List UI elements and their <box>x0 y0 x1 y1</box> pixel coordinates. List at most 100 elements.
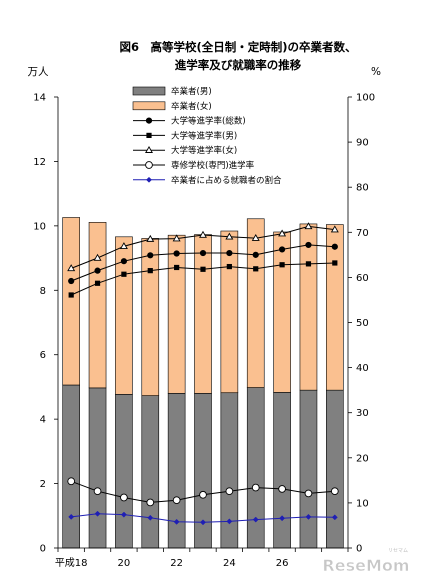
right-tick-label: 70 <box>356 228 369 239</box>
series-point <box>120 511 127 518</box>
left-tick-label: 4 <box>40 415 46 426</box>
left-tick-label: 8 <box>40 286 46 297</box>
series-point <box>173 518 180 525</box>
series-point <box>68 292 74 298</box>
series-point <box>199 490 207 499</box>
bar-male <box>273 392 291 549</box>
legend-marker <box>145 161 153 169</box>
legend-label: 卒業者(女) <box>171 101 212 112</box>
series-point <box>94 267 101 274</box>
left-tick-label: 14 <box>33 93 46 104</box>
watermark-text: ReseMom <box>322 556 409 575</box>
bar-male <box>326 389 344 549</box>
right-tick-label: 20 <box>356 453 369 464</box>
x-tick-label: 24 <box>223 558 236 569</box>
series-point <box>253 266 259 272</box>
legend-marker <box>145 145 153 153</box>
chart-title-line-1: 図6 高等学校(全日制・定時制)の卒業者数、 <box>119 40 356 54</box>
series-point <box>251 233 260 241</box>
bar-female <box>88 222 107 389</box>
series-point <box>225 232 234 240</box>
series-point <box>147 268 153 274</box>
right-tick-label: 60 <box>356 273 369 284</box>
series-point <box>252 251 259 258</box>
series-point <box>93 253 102 261</box>
right-tick-label: 40 <box>356 363 369 374</box>
series-point <box>67 264 76 272</box>
bar-female <box>246 218 265 388</box>
right-tick-label: 30 <box>356 408 369 419</box>
x-tick-label: 22 <box>170 558 183 569</box>
bars-layer <box>62 217 344 549</box>
legend-marker <box>146 132 152 138</box>
bar-male <box>88 387 107 549</box>
bar-male <box>115 394 133 549</box>
right-tick-label: 50 <box>356 318 369 329</box>
bar-female <box>194 234 212 394</box>
right-tick-label: 10 <box>356 498 369 509</box>
legend-label: 大学等進学率(総数) <box>171 116 246 127</box>
series-point <box>332 260 338 266</box>
series-point <box>331 514 338 521</box>
chart-title-line-2: 進学率及び就職率の推移 <box>175 58 302 72</box>
series-point <box>146 234 155 242</box>
series-point <box>251 483 260 492</box>
bar-male <box>62 384 80 549</box>
series-point <box>94 510 101 517</box>
legend-marker <box>146 176 152 183</box>
series-point <box>94 280 101 286</box>
bar-female <box>273 231 291 393</box>
series-point <box>226 249 233 257</box>
series-point <box>252 516 259 523</box>
legend-swatch <box>132 86 166 96</box>
series-point <box>278 246 286 253</box>
bar-male <box>167 393 186 549</box>
bar-female <box>115 236 133 395</box>
x-tick-label: 20 <box>118 558 131 569</box>
x-tick-label: 26 <box>276 558 289 569</box>
legend-label: 大学等進学率(女) <box>171 145 237 156</box>
watermark-subtext: リセマム <box>388 548 408 554</box>
series-point <box>199 249 207 257</box>
series-point <box>147 252 154 259</box>
series-point <box>331 243 338 250</box>
left-axis-unit: 万人 <box>28 66 49 78</box>
series-point <box>305 261 312 267</box>
series-point <box>304 222 313 230</box>
right-tick-label: 100 <box>356 93 375 104</box>
left-tick-label: 6 <box>40 350 46 361</box>
series-point <box>120 493 128 502</box>
series-point <box>225 487 234 496</box>
series-point <box>226 518 233 525</box>
left-tick-label: 12 <box>33 157 46 168</box>
series-point <box>67 477 76 486</box>
series-point <box>120 258 128 265</box>
series-point <box>304 489 313 498</box>
series-point <box>279 262 285 268</box>
x-tick-label: 平成18 <box>55 557 88 569</box>
left-tick-label: 10 <box>33 221 46 232</box>
series-point <box>68 513 75 520</box>
right-tick-label: 0 <box>356 544 362 555</box>
series-point <box>278 485 286 493</box>
legend-swatch <box>132 101 166 111</box>
legend-label: 専修学校(専門)進学率 <box>171 160 255 171</box>
bar-female <box>167 234 186 394</box>
series-point <box>278 229 287 237</box>
series-point <box>147 514 154 521</box>
watermark-logo: ReseMom リセマム <box>322 548 410 575</box>
bar-female <box>299 223 318 391</box>
right-tick-label: 80 <box>356 183 369 194</box>
series-point <box>330 225 339 233</box>
bar-female <box>326 224 344 391</box>
series-point <box>330 487 339 496</box>
series-point <box>119 242 128 250</box>
left-tick-label: 0 <box>40 544 46 555</box>
legend-label: 卒業者(男) <box>171 86 212 97</box>
series-point <box>173 250 180 257</box>
right-axis-unit: % <box>371 66 381 78</box>
series-point <box>93 487 102 496</box>
bar-male <box>141 395 160 549</box>
